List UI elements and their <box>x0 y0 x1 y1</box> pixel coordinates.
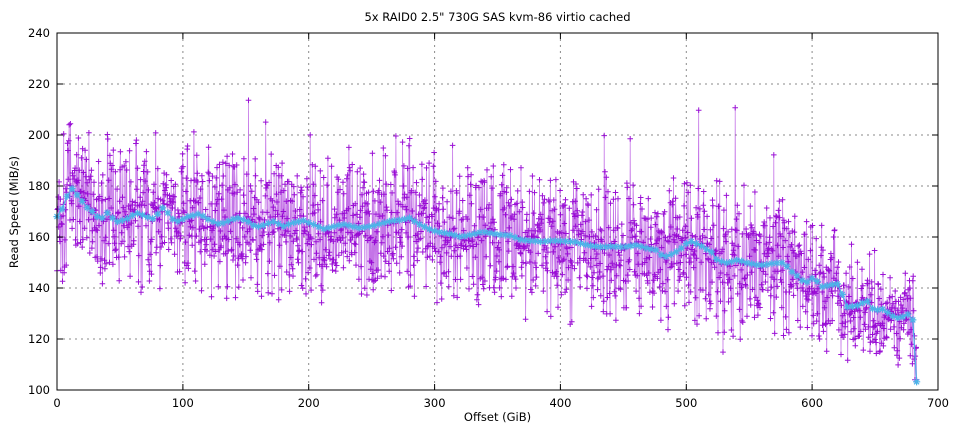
x-tick-label: 100 <box>171 396 194 410</box>
raw-samples-series <box>54 97 920 383</box>
grid-lines <box>57 33 938 390</box>
chart-title: 5x RAID0 2.5" 730G SAS kvm-86 virtio cac… <box>364 10 631 24</box>
y-tick-label: 200 <box>28 128 50 142</box>
x-tick-label: 400 <box>549 396 572 410</box>
plot-border-and-ticks <box>56 32 939 391</box>
y-tick-label: 120 <box>28 332 50 346</box>
x-axis-label: Offset (GiB) <box>463 410 532 424</box>
y-tick-label: 160 <box>28 230 50 244</box>
x-tick-label: 300 <box>423 396 446 410</box>
y-axis-label: Read Speed (MiB/s) <box>7 155 21 269</box>
y-tick-label: 100 <box>28 383 50 397</box>
x-tick-label: 200 <box>297 396 320 410</box>
x-tick-label: 600 <box>801 396 824 410</box>
y-tick-label: 180 <box>28 179 50 193</box>
y-tick-label: 220 <box>28 77 50 91</box>
y-tick-label: 140 <box>28 281 50 295</box>
x-tick-label: 0 <box>53 396 61 410</box>
x-tick-label: 500 <box>675 396 698 410</box>
y-tick-label: 240 <box>28 26 50 40</box>
x-tick-label: 700 <box>927 396 949 410</box>
